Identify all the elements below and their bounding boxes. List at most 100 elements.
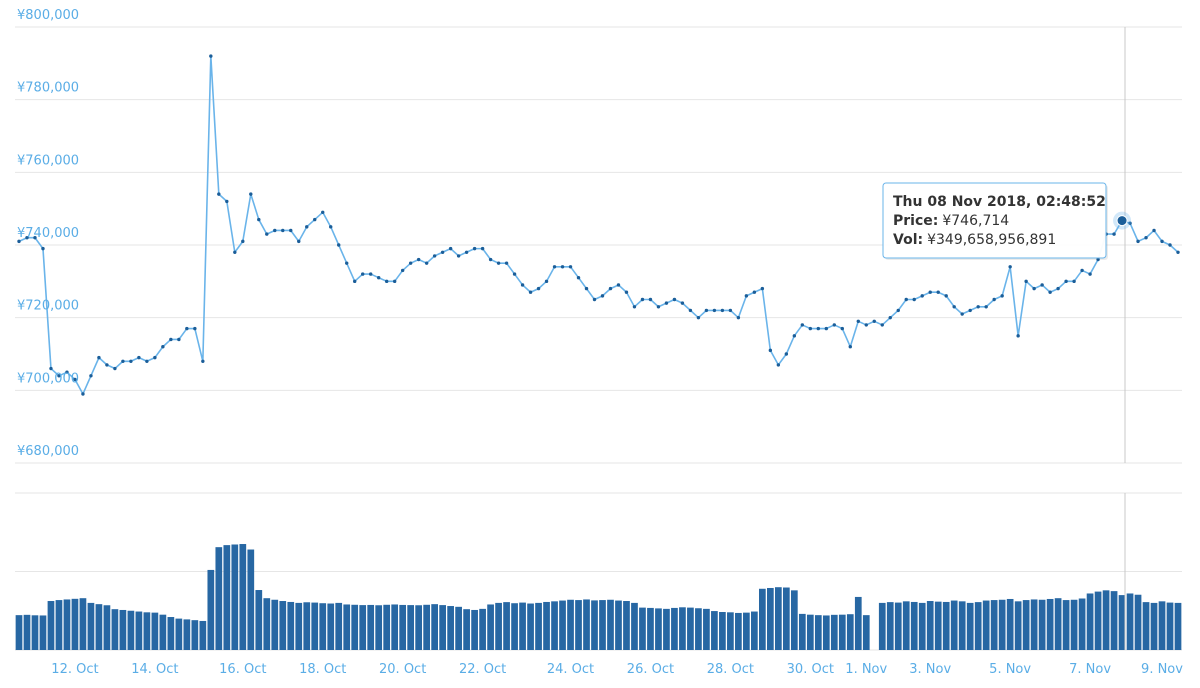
volume-bar: [862, 615, 870, 650]
price-point: [169, 337, 173, 342]
price-point: [720, 308, 725, 313]
volume-bar: [894, 602, 902, 650]
price-point: [193, 326, 197, 331]
volume-bar: [1046, 598, 1054, 650]
price-point: [856, 319, 860, 323]
price-point: [321, 210, 325, 214]
price-point: [233, 250, 237, 254]
volume-bar: [639, 607, 646, 650]
price-point: [1000, 294, 1004, 298]
price-point: [281, 228, 285, 233]
volume-bar: [327, 603, 335, 650]
price-point: [976, 305, 980, 309]
price-point: [97, 355, 101, 360]
price-point: [249, 192, 253, 196]
volume-bar: [167, 617, 175, 650]
price-point: [680, 301, 685, 305]
volume-bar: [782, 587, 790, 650]
price-point: [888, 315, 892, 320]
price-point: [640, 297, 645, 302]
volume-bar: [631, 602, 638, 650]
price-point: [1008, 265, 1012, 269]
price-point: [105, 363, 109, 367]
grid: [15, 26, 1182, 651]
volume-bar: [1142, 602, 1150, 650]
volume-bar: [806, 614, 814, 650]
volume-bar: [79, 598, 87, 650]
x-tick-label: 16. Oct: [219, 662, 266, 677]
price-point: [512, 272, 517, 276]
y-tick-label: ¥720,000: [17, 299, 79, 314]
price-point: [968, 308, 972, 313]
x-tick-label: 26. Oct: [627, 662, 674, 677]
volume-bar: [727, 612, 734, 650]
x-tick-label: 3. Nov: [909, 662, 951, 677]
x-tick-label: 9. Nov: [1141, 662, 1183, 677]
volume-bar: [679, 607, 686, 650]
price-point: [113, 366, 117, 371]
y-tick-label: ¥740,000: [17, 226, 79, 241]
volume-bar: [1134, 594, 1142, 650]
price-point: [912, 297, 916, 302]
volume-bar: [1030, 599, 1038, 650]
price-point: [1072, 279, 1076, 284]
hover-point: [1116, 215, 1128, 227]
volume-bar: [655, 608, 662, 650]
price-point: [600, 294, 605, 298]
volume-bar: [711, 611, 718, 650]
price-point: [1048, 290, 1052, 294]
x-tick-label: 14. Oct: [131, 662, 178, 677]
price-point: [1160, 239, 1164, 244]
price-point: [872, 319, 876, 323]
y-tick-label: ¥800,000: [17, 8, 79, 23]
volume-bar: [479, 608, 486, 650]
volume-bar: [215, 547, 223, 650]
x-tick-label: 7. Nov: [1069, 662, 1111, 677]
price-point: [712, 308, 717, 313]
volume-bar: [774, 587, 782, 650]
x-tick-label: 30. Oct: [787, 662, 834, 677]
price-point: [840, 326, 844, 331]
volume-bar: [359, 605, 367, 650]
volume-bar: [735, 612, 742, 650]
volume-bar: [790, 590, 798, 650]
price-point: [456, 254, 461, 258]
volume-bar: [279, 601, 287, 650]
price-point: [984, 305, 988, 309]
x-tick-label: 5. Nov: [989, 662, 1031, 677]
price-point: [472, 246, 477, 251]
volume-bar: [255, 590, 263, 650]
volume-bar: [1086, 593, 1094, 650]
price-point: [432, 254, 437, 258]
volume-bar: [998, 599, 1006, 650]
volume-bar: [135, 611, 143, 650]
price-point: [1016, 334, 1020, 338]
volume-bar: [407, 605, 415, 650]
tooltip-vol-label: Vol:: [893, 232, 923, 248]
volume-bar: [191, 620, 199, 650]
price-point: [1088, 272, 1092, 276]
price-point: [480, 246, 485, 251]
price-point: [792, 334, 797, 338]
volume-bar: [399, 604, 407, 650]
price-point: [81, 392, 85, 396]
volume-bar: [47, 601, 55, 650]
volume-bars: [15, 544, 1182, 650]
price-point: [368, 272, 373, 276]
volume-bar: [687, 607, 694, 650]
volume-bar: [183, 619, 191, 650]
price-point: [688, 308, 693, 313]
volume-bar: [503, 602, 510, 650]
tooltip: Thu 08 Nov 2018, 02:48:52 Price: ¥746,714…: [882, 182, 1108, 260]
price-point: [608, 286, 613, 291]
price-point: [1032, 286, 1036, 291]
volume-bar: [199, 620, 207, 650]
price-point: [209, 54, 213, 58]
price-point: [760, 286, 765, 291]
volume-bar: [974, 602, 982, 650]
price-point: [528, 290, 533, 294]
price-point: [704, 308, 709, 313]
price-point: [656, 305, 661, 309]
volume-bar: [1102, 590, 1110, 650]
price-point: [1128, 221, 1132, 225]
